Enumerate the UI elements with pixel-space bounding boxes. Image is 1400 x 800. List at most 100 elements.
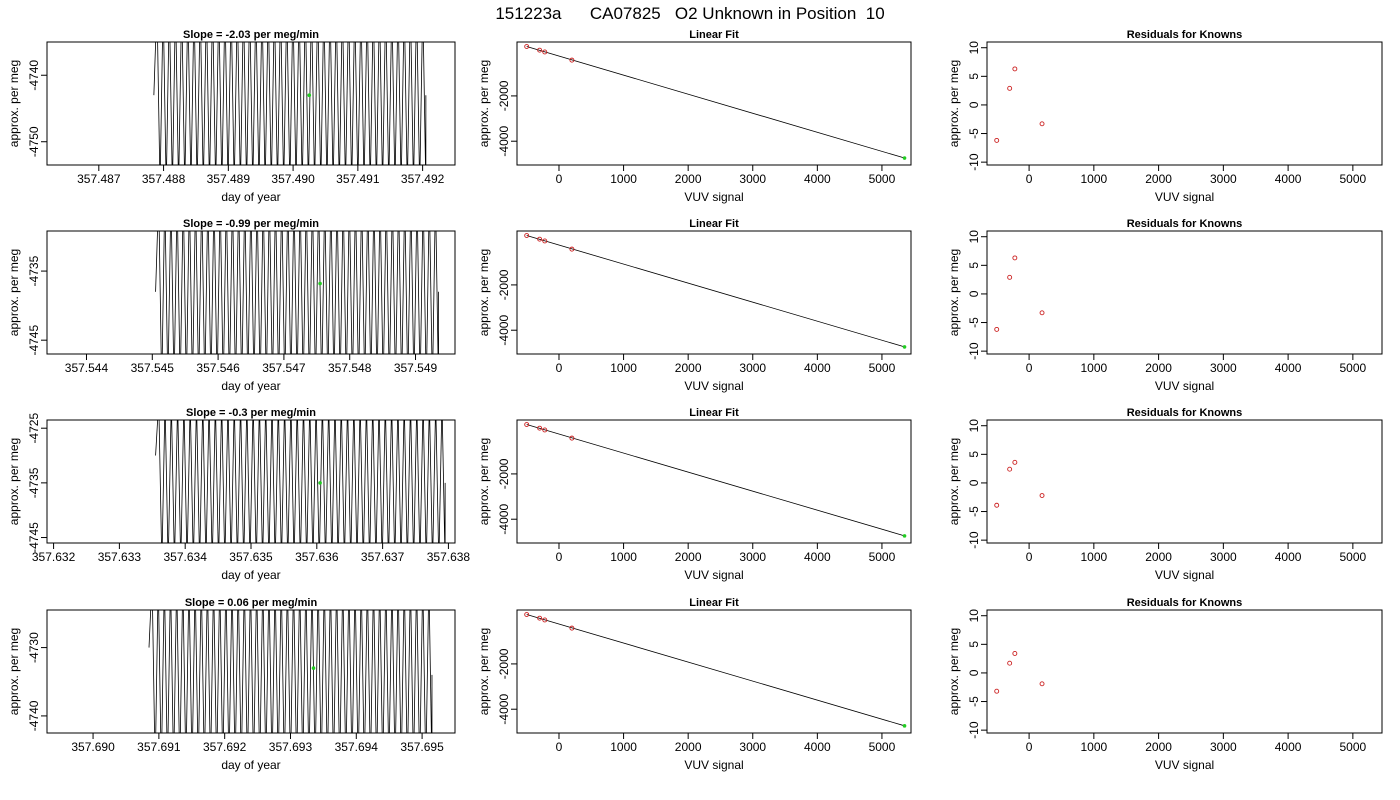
x-axis-label: day of year (221, 568, 280, 582)
panel-7: Slope = -0.3 per meg/min 357.632 357.633 35… (7, 407, 471, 582)
known-point (542, 238, 548, 244)
y-tick-label: -4725 (27, 413, 41, 444)
panel-8: Linear Fit 0 1000 2000 3000 4000 5000 -2000 -400… (477, 407, 912, 582)
y-tick-label: -4740 (27, 700, 41, 731)
x-tick-label: 357.635 (229, 550, 273, 564)
mean-marker (311, 666, 316, 670)
x-tick-label: 3000 (739, 361, 766, 375)
signal-line (155, 231, 439, 354)
x-tick-label: 4000 (804, 550, 831, 564)
panel-2: Linear Fit 0 1000 2000 3000 4000 5000 -2000 -400… (477, 29, 912, 204)
panel-title: Linear Fit (689, 29, 739, 41)
y-axis-label: approx. per meg (477, 628, 491, 715)
x-tick-label: 357.633 (98, 550, 142, 564)
mean-marker (318, 281, 322, 286)
y-axis-label: approx. per meg (947, 249, 961, 336)
y-tick-label: 0 (967, 669, 981, 676)
panel-9: Residuals for Knowns 0 1000 2000 3000 4000 500… (947, 407, 1383, 582)
x-tick-label: 357.546 (196, 361, 240, 375)
y-tick-label: 10 (967, 230, 981, 244)
x-tick-label: 4000 (804, 740, 831, 754)
x-tick-label: 4000 (1275, 550, 1302, 564)
y-axis-label: approx. per meg (7, 60, 21, 147)
known-point (524, 44, 530, 49)
fit-line (526, 614, 905, 727)
plot-area (994, 459, 1045, 508)
known-point (524, 612, 530, 617)
residual-point (1039, 121, 1045, 127)
figure-title: 151223a CA07825 O2 Unknown in Position 1… (495, 4, 884, 23)
x-tick-label: 1000 (610, 740, 637, 754)
x-tick-label: 357.690 (71, 740, 115, 754)
x-tick-label: 4000 (1275, 361, 1302, 375)
y-tick-label: 5 (967, 641, 981, 648)
panel-title: Residuals for Knowns (1127, 218, 1243, 230)
x-axis-label: VUV signal (684, 379, 743, 393)
y-tick-label: -5 (967, 317, 981, 328)
x-tick-label: 5000 (869, 740, 896, 754)
x-tick-label: 3000 (739, 740, 766, 754)
panel-title: Slope = -2.03 per meg/min (183, 29, 319, 41)
x-tick-label: 357.634 (163, 550, 207, 564)
panel-3: Residuals for Knowns 0 1000 2000 3000 4000 500… (947, 29, 1383, 204)
y-tick-label: -2000 (497, 80, 511, 111)
y-axis-label: approx. per meg (477, 438, 491, 525)
plot-area (148, 610, 433, 733)
y-tick-label: -10 (967, 342, 981, 360)
panel-title: Slope = -0.99 per meg/min (183, 218, 319, 230)
x-tick-label: 2000 (1145, 172, 1172, 186)
unknown-point (902, 156, 907, 160)
plot-frame (516, 41, 912, 166)
known-point (569, 57, 575, 63)
x-tick-label: 357.637 (361, 550, 405, 564)
y-axis-label: approx. per meg (947, 628, 961, 715)
x-tick-label: 357.638 (427, 550, 471, 564)
plot-area (994, 651, 1045, 694)
x-tick-label: 5000 (1340, 361, 1367, 375)
x-tick-label: 357.692 (203, 740, 247, 754)
y-axis-label: approx. per meg (947, 438, 961, 525)
known-point (537, 615, 543, 621)
x-tick-label: 5000 (1340, 740, 1367, 754)
x-tick-label: 357.487 (77, 172, 121, 186)
residual-point (1012, 459, 1018, 465)
y-tick-label: -4000 (497, 126, 511, 157)
residual-point (1007, 466, 1013, 472)
x-tick-label: 0 (556, 172, 563, 186)
x-tick-label: 0 (1026, 361, 1033, 375)
x-tick-label: 2000 (1145, 361, 1172, 375)
x-tick-label: 5000 (869, 550, 896, 564)
residual-point (1039, 310, 1045, 316)
x-tick-label: 4000 (1275, 740, 1302, 754)
x-tick-label: 2000 (675, 740, 702, 754)
x-tick-label: 5000 (1340, 172, 1367, 186)
y-tick-label: 10 (967, 419, 981, 433)
y-tick-label: 0 (967, 479, 981, 486)
unknown-point (902, 534, 907, 538)
known-point (569, 435, 575, 441)
residual-point (1012, 651, 1018, 656)
plot-frame (516, 609, 912, 734)
panel-title: Residuals for Knowns (1127, 407, 1243, 419)
x-tick-label: 1000 (610, 361, 637, 375)
residual-point (994, 137, 1000, 143)
y-tick-label: -2000 (497, 458, 511, 489)
panel-11: Linear Fit 0 1000 2000 3000 4000 5000 -2000 -400… (477, 597, 912, 772)
mean-marker (318, 481, 322, 485)
x-tick-label: 357.491 (336, 172, 380, 186)
known-point (537, 236, 543, 242)
x-axis-label: day of year (221, 758, 280, 772)
y-axis-label: approx. per meg (7, 438, 21, 525)
x-tick-label: 357.490 (271, 172, 315, 186)
x-tick-label: 357.695 (400, 740, 444, 754)
x-tick-label: 357.691 (137, 740, 181, 754)
y-tick-label: -4000 (497, 504, 511, 535)
x-axis-label: VUV signal (1155, 568, 1214, 582)
residual-point (994, 326, 1000, 332)
panel-title: Slope = 0.06 per meg/min (185, 597, 318, 609)
x-tick-label: 357.548 (328, 361, 372, 375)
plot-area (524, 44, 907, 160)
y-tick-label: 10 (967, 41, 981, 55)
x-tick-label: 3000 (1210, 361, 1237, 375)
known-point (524, 233, 530, 238)
